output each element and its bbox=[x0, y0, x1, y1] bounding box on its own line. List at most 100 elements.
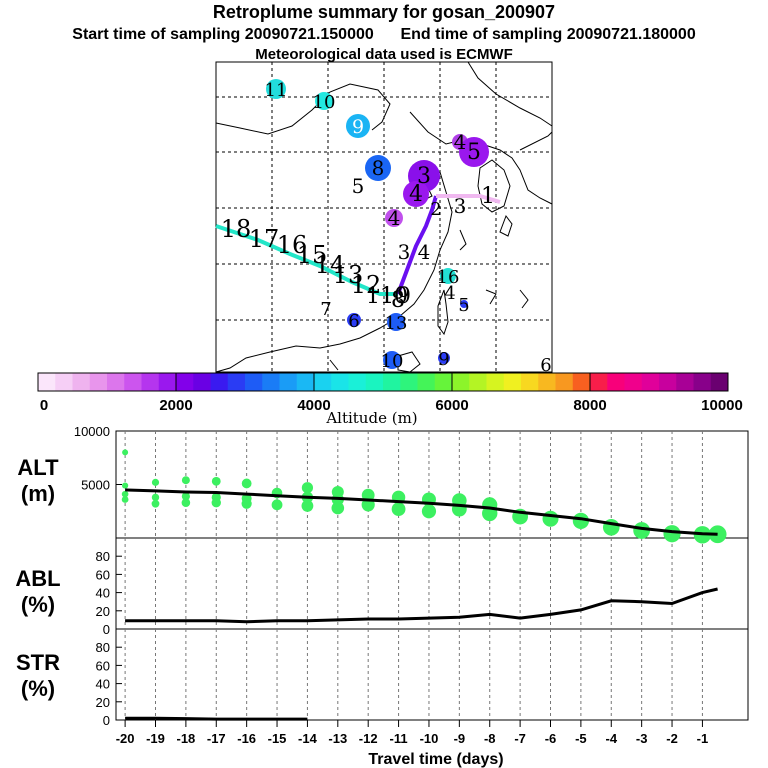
cluster-label: 8 bbox=[391, 288, 405, 313]
end-time-label: End time of sampling 20090721.180000 bbox=[400, 26, 696, 43]
y-tick-label: 60 bbox=[96, 658, 110, 673]
x-tick-label: -18 bbox=[176, 731, 195, 746]
x-tick-label: -6 bbox=[545, 731, 557, 746]
alt-scatter-point bbox=[241, 498, 252, 509]
colorbar-cells bbox=[38, 373, 729, 391]
alt-scatter-point bbox=[542, 510, 559, 527]
colorbar-cell bbox=[296, 373, 315, 391]
x-tick-label: -17 bbox=[207, 731, 226, 746]
alt-scatter-point bbox=[151, 478, 160, 486]
colorbar-cell bbox=[417, 373, 436, 391]
colorbar-cell bbox=[659, 373, 677, 391]
colorbar-cell bbox=[314, 373, 332, 391]
alt-scatter-point bbox=[122, 482, 129, 489]
altitude-colorbar: 0 2000 4000 6000 8000 10000 Altitude (m) bbox=[37, 372, 743, 427]
alt-scatter-point bbox=[391, 502, 406, 517]
y-tick-label: 60 bbox=[96, 567, 110, 582]
x-tick-label: -20 bbox=[116, 731, 135, 746]
alt-scatter-point bbox=[241, 478, 252, 489]
start-time-label: Start time of sampling 20090721.150000 bbox=[72, 26, 374, 43]
cluster-circle bbox=[315, 92, 333, 110]
x-tick-label: -5 bbox=[575, 731, 587, 746]
cluster-label: 9 bbox=[438, 349, 449, 370]
abl-label: ABL bbox=[15, 566, 61, 591]
colorbar-cell bbox=[279, 373, 298, 391]
colorbar-ticks: 0 2000 4000 6000 8000 10000 bbox=[37, 373, 743, 414]
cluster-label: 9 bbox=[352, 116, 364, 138]
cluster-label: 4 bbox=[454, 130, 467, 154]
colorbar-cell bbox=[365, 373, 384, 391]
colorbar-cell bbox=[383, 373, 401, 391]
cluster-circle bbox=[347, 313, 361, 327]
cluster-label: 5 bbox=[458, 295, 469, 316]
abl-panel-frame bbox=[115, 537, 749, 630]
colorbar-cell bbox=[641, 373, 660, 391]
colorbar-cell bbox=[245, 373, 263, 391]
x-tick-label: -7 bbox=[514, 731, 526, 746]
met-data-label: Meteorological data used is ECMWF bbox=[255, 46, 513, 63]
cluster-label: 3 bbox=[417, 164, 431, 189]
cluster-label: 13 bbox=[333, 261, 364, 289]
alt-label: ALT bbox=[17, 455, 59, 480]
series-line-alt bbox=[125, 488, 718, 536]
colorbar-tick-label: 6000 bbox=[435, 397, 468, 414]
colorbar-tick-label: 10000 bbox=[701, 397, 743, 414]
alt-scatter-point bbox=[271, 499, 283, 511]
colorbar-cell bbox=[176, 373, 194, 391]
alt-scatter-point bbox=[122, 449, 129, 456]
x-tick-label: -15 bbox=[268, 731, 287, 746]
colorbar-cell bbox=[607, 373, 625, 391]
colorbar-cell bbox=[55, 373, 73, 391]
colorbar-cell bbox=[262, 373, 280, 391]
y-tick-label: 20 bbox=[96, 604, 110, 619]
colorbar-tick-label: 2000 bbox=[159, 397, 192, 414]
cluster-label: 10 bbox=[313, 92, 336, 113]
colorbar-cell bbox=[434, 373, 453, 391]
alt-scatter-point bbox=[331, 501, 345, 515]
colorbar-cell bbox=[227, 373, 246, 391]
cluster-label: 16 bbox=[277, 231, 308, 259]
alt-scatter-points bbox=[121, 449, 727, 544]
colorbar-cell bbox=[572, 373, 591, 391]
cluster-circle bbox=[460, 300, 468, 308]
str-panel-frame bbox=[115, 628, 749, 721]
cluster-label: 6 bbox=[348, 311, 359, 332]
colorbar-cell bbox=[38, 373, 56, 391]
sampling-times: Start time of sampling 20090721.150000 E… bbox=[0, 26, 768, 44]
cluster-label: 10 bbox=[380, 284, 408, 309]
x-tick-label: -16 bbox=[237, 731, 256, 746]
x-tick-label: -3 bbox=[636, 731, 648, 746]
cluster-label: 14 bbox=[315, 251, 346, 279]
cluster-circle bbox=[459, 137, 489, 167]
series-line-str bbox=[125, 716, 308, 721]
colorbar-cell bbox=[141, 373, 160, 391]
plume-track-east bbox=[436, 194, 501, 204]
timeseries-panels: 5000 10000 0 20 40 60 80 0 20 40 60 80 -20 -19 -18 -17… bbox=[74, 424, 749, 768]
colorbar-cell bbox=[710, 373, 729, 391]
colorbar-cell bbox=[590, 373, 608, 391]
cluster-label: 4 bbox=[418, 240, 431, 264]
colorbar-cell bbox=[693, 373, 712, 391]
cluster-circle bbox=[365, 155, 391, 181]
cluster-label: 18 bbox=[221, 215, 252, 243]
x-axis-label: Travel time (days) bbox=[368, 751, 503, 768]
colorbar-cell bbox=[676, 373, 694, 391]
chart-title: Retroplume summary for gosan_200907 bbox=[212, 2, 556, 22]
cluster-label: 10 bbox=[381, 351, 404, 372]
alt-panel-label: ALT (m) bbox=[12, 455, 64, 507]
cluster-circle bbox=[346, 114, 370, 138]
alt-unit: (m) bbox=[20, 481, 56, 506]
panel-gridlines bbox=[124, 431, 703, 720]
alt-scatter-point bbox=[301, 500, 314, 512]
colorbar-tick-label: 0 bbox=[40, 397, 48, 414]
colorbar-cell bbox=[331, 373, 349, 391]
colorbar-cell bbox=[193, 373, 211, 391]
y-tick-label: 40 bbox=[96, 586, 110, 601]
cluster-label: 9 bbox=[397, 284, 411, 309]
colorbar-cell bbox=[555, 373, 574, 391]
cluster-label: 5 bbox=[467, 140, 481, 165]
str-panel-label: STR (%) bbox=[12, 650, 64, 702]
